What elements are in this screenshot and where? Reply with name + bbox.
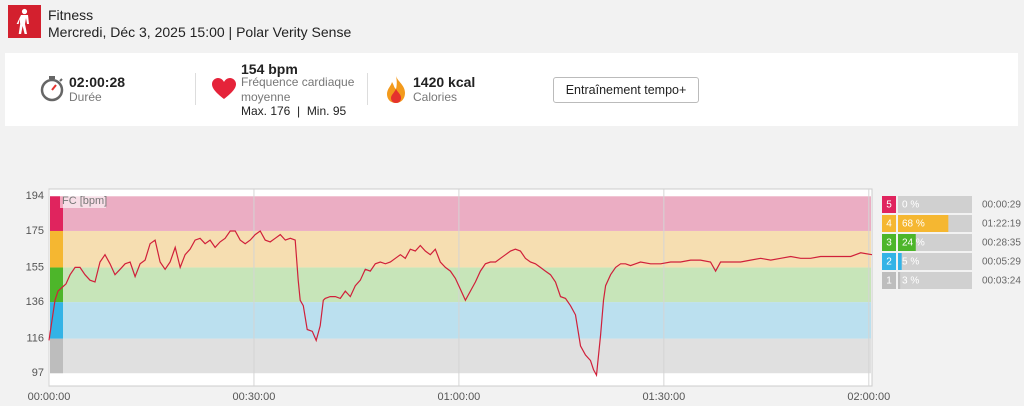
zone-name: 5 bbox=[886, 200, 892, 211]
activity-title: Fitness bbox=[48, 7, 94, 23]
zone-track bbox=[898, 272, 972, 289]
zone-band bbox=[50, 267, 871, 303]
zone-strip bbox=[50, 338, 63, 374]
x-tick-label: 02:00:00 bbox=[847, 391, 890, 403]
zone-swatch bbox=[882, 253, 896, 270]
activity-subtitle: Mercredi, Déc 3, 2025 15:00 | Polar Veri… bbox=[48, 24, 352, 40]
zone-percent: 24 % bbox=[902, 238, 925, 249]
zone-time: 00:05:29 bbox=[982, 257, 1021, 268]
zone-strip bbox=[50, 267, 63, 303]
heart-rate-label: Fréquence cardiaque moyenne bbox=[241, 75, 355, 104]
zone-name: 2 bbox=[886, 257, 892, 268]
zone-time: 01:22:19 bbox=[982, 219, 1021, 230]
activity-icon-figure bbox=[16, 8, 29, 34]
zone-swatch bbox=[882, 215, 896, 232]
zone-bar bbox=[898, 253, 902, 270]
zone-percent: 0 % bbox=[902, 200, 919, 211]
x-tick-label: 00:30:00 bbox=[233, 391, 276, 403]
heart-rate-range: Max. 176 | Min. 95 bbox=[241, 104, 347, 118]
zone-name: 4 bbox=[886, 219, 892, 230]
zone-bar bbox=[898, 215, 949, 232]
heart-rate-line bbox=[48, 230, 873, 378]
zone-swatch bbox=[882, 272, 896, 289]
zone-track bbox=[898, 234, 972, 251]
y-tick-label: 194 bbox=[26, 190, 44, 202]
duration-label: Durée bbox=[69, 90, 102, 104]
x-tick-label: 00:00:00 bbox=[28, 391, 71, 403]
y-axis-label: FC [bpm] bbox=[62, 195, 107, 207]
y-axis-label-bg bbox=[60, 194, 106, 208]
separator bbox=[367, 73, 368, 105]
x-tick-label: 01:00:00 bbox=[437, 391, 480, 403]
y-tick-label: 136 bbox=[26, 296, 44, 308]
calories-value: 1420 kcal bbox=[413, 74, 476, 90]
y-tick-label: 97 bbox=[32, 367, 44, 379]
zone-swatch bbox=[882, 234, 896, 251]
workout-type-button[interactable]: Entraînement tempo+ bbox=[553, 77, 699, 103]
calories-label: Calories bbox=[413, 90, 458, 104]
zone-time: 00:28:35 bbox=[982, 238, 1021, 249]
zone-bar bbox=[898, 272, 901, 289]
zone-track bbox=[898, 196, 972, 213]
zone-name: 1 bbox=[886, 276, 892, 287]
zone-band bbox=[50, 196, 871, 231]
zone-band bbox=[50, 230, 871, 268]
zone-bar bbox=[898, 234, 916, 251]
heart-icon bbox=[212, 78, 236, 99]
y-tick-label: 155 bbox=[26, 261, 44, 273]
zone-band bbox=[50, 302, 871, 339]
stopwatch-icon bbox=[40, 76, 64, 102]
zone-name: 3 bbox=[886, 238, 892, 249]
zone-track bbox=[898, 253, 972, 270]
y-tick-label: 116 bbox=[26, 332, 44, 344]
zone-band bbox=[50, 338, 871, 374]
x-tick-label: 01:30:00 bbox=[642, 391, 685, 403]
separator bbox=[195, 73, 196, 105]
zone-swatch bbox=[882, 196, 896, 213]
flame-icon bbox=[387, 76, 405, 103]
zone-strip bbox=[50, 196, 63, 231]
zone-strip bbox=[50, 230, 63, 268]
heart-rate-value: 154 bpm bbox=[241, 61, 298, 77]
zone-percent: 68 % bbox=[902, 219, 925, 230]
duration-value: 02:00:28 bbox=[69, 74, 126, 90]
y-tick-label: 175 bbox=[26, 225, 44, 237]
zone-percent: 3 % bbox=[902, 276, 919, 287]
zone-time: 00:03:24 bbox=[982, 276, 1021, 287]
summary-card: 02:00:28 Durée 154 bpm Fréquence cardiaq… bbox=[5, 53, 1018, 126]
zone-percent: 5 % bbox=[902, 257, 919, 268]
zone-time: 00:00:29 bbox=[982, 200, 1021, 211]
